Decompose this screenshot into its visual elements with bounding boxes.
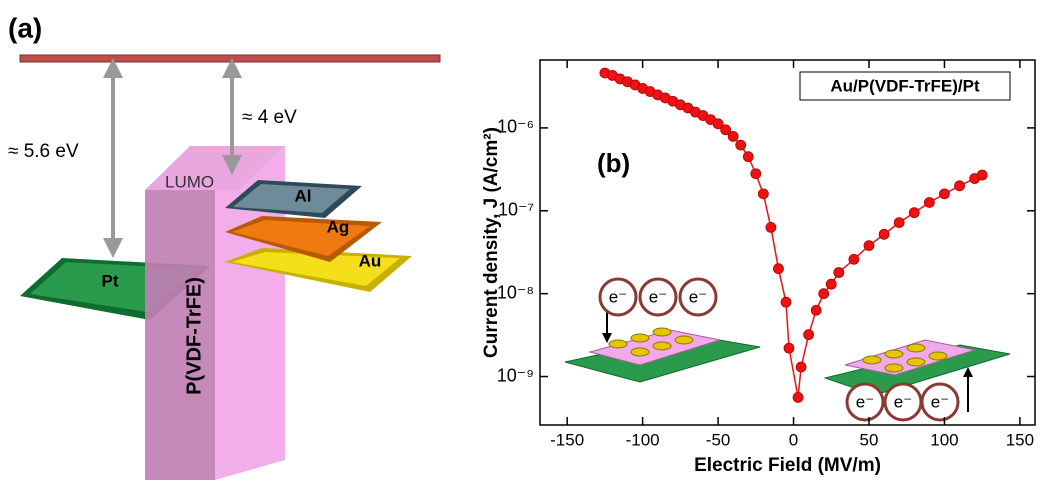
- data-point: [766, 222, 776, 232]
- data-point: [826, 279, 836, 289]
- data-point: [784, 343, 794, 353]
- x-axis-label: Electric Field (MV/m): [694, 455, 881, 476]
- gap-label: ≈ 5.6 eV: [8, 141, 79, 162]
- data-point: [894, 218, 904, 228]
- data-point: [924, 197, 934, 207]
- electron-label: e⁻: [609, 287, 627, 306]
- data-point: [796, 362, 806, 372]
- data-point: [736, 140, 746, 150]
- x-tick-label: 150: [1006, 430, 1034, 449]
- page: {"diagram": {"label": "(a)", "gaps": ["≈…: [0, 0, 1049, 483]
- x-tick-label: -50: [706, 430, 731, 449]
- panel-label: (a): [8, 12, 42, 43]
- metal-label: Ag: [327, 217, 350, 236]
- data-point: [811, 305, 821, 315]
- y-tick-label: 10⁻⁹: [497, 365, 534, 385]
- electron-label: e⁻: [931, 392, 949, 411]
- figure: (a) ≈ 5.6 eV ≈ 4 eV LUMO P(VDF-TrFE) Pt …: [0, 0, 1049, 483]
- y-tick-label: 10⁻⁸: [497, 282, 534, 302]
- polymer-label: P(VDF-TrFE): [183, 277, 205, 395]
- metal-label: Au: [359, 251, 382, 270]
- electron-label: e⁻: [649, 287, 667, 306]
- electron-label: e⁻: [689, 287, 707, 306]
- data-point: [939, 189, 949, 199]
- data-point: [849, 254, 859, 264]
- data-point: [751, 169, 761, 179]
- y-tick-label: 10⁻⁷: [498, 200, 534, 220]
- x-tick-label: 0: [789, 430, 798, 449]
- data-point: [819, 289, 829, 299]
- data-point: [793, 392, 803, 402]
- x-tick-label: -100: [626, 430, 660, 449]
- panel-label: (b): [597, 148, 630, 178]
- y-tick-label: 10⁻⁶: [497, 117, 534, 137]
- data-point: [977, 170, 987, 180]
- data-point: [728, 131, 738, 141]
- data-point: [743, 152, 753, 162]
- gap-label: ≈ 4 eV: [242, 107, 297, 128]
- data-point: [834, 267, 844, 277]
- data-point: [773, 264, 783, 274]
- electron-label: e⁻: [856, 392, 874, 411]
- data-point: [879, 229, 889, 239]
- data-point: [804, 330, 814, 340]
- x-tick-label: 100: [930, 430, 958, 449]
- electrode-bar: [20, 55, 440, 62]
- data-point: [955, 181, 965, 191]
- data-point: [909, 208, 919, 218]
- legend-label: Au/P(VDF-TrFE)/Pt: [830, 76, 980, 95]
- lumo-label: LUMO: [165, 172, 214, 191]
- metal-label: Pt: [102, 271, 119, 290]
- electron-label: e⁻: [894, 392, 912, 411]
- panel-a: (a) ≈ 5.6 eV ≈ 4 eV LUMO P(VDF-TrFE) Pt …: [8, 12, 440, 480]
- data-point: [758, 189, 768, 199]
- data-point: [781, 297, 791, 307]
- data-point: [864, 241, 874, 251]
- x-tick-label: 50: [860, 430, 879, 449]
- metal-label: Al: [295, 186, 312, 205]
- x-tick-label: -150: [550, 430, 584, 449]
- y-axis-label: Current density, J (A/cm²): [481, 127, 502, 358]
